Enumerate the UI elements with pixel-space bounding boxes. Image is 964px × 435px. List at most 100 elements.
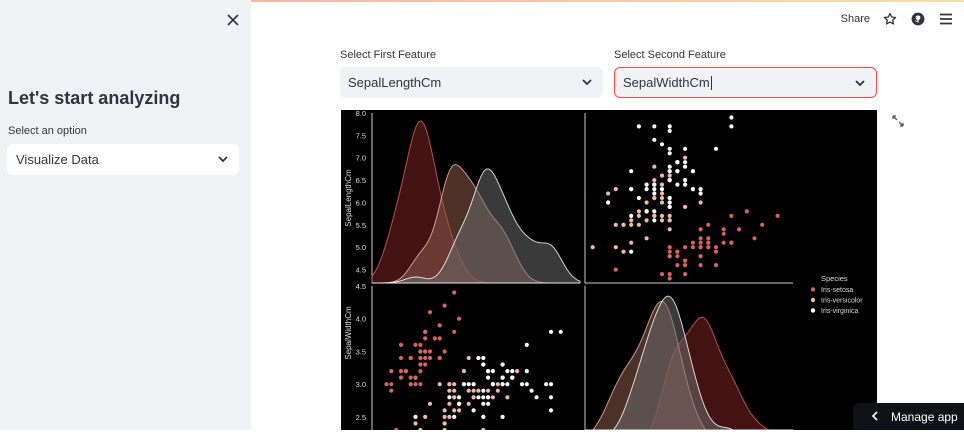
scatter-point bbox=[667, 195, 672, 201]
scatter-point bbox=[447, 401, 452, 406]
manage-app-button[interactable]: Manage app bbox=[853, 403, 964, 430]
scatter-point bbox=[418, 362, 423, 367]
scatter-point bbox=[683, 182, 688, 187]
first-feature-select[interactable]: SepalLengthCm bbox=[340, 67, 603, 98]
scatter-point bbox=[413, 375, 418, 380]
scatter-point bbox=[659, 213, 665, 218]
scatter-point bbox=[667, 227, 672, 232]
scatter-point bbox=[423, 336, 428, 341]
scatter-point bbox=[606, 200, 611, 205]
scatter-point bbox=[690, 245, 695, 250]
scatter-point bbox=[652, 182, 657, 187]
scatter-point bbox=[466, 401, 471, 406]
share-button[interactable]: Share bbox=[840, 13, 870, 25]
scatter-point bbox=[590, 245, 595, 250]
scatter-point bbox=[659, 272, 665, 277]
scatter-point bbox=[452, 395, 457, 400]
scatter-point bbox=[442, 408, 447, 413]
y-tick-label: 5.0 bbox=[356, 243, 366, 252]
scatter-point bbox=[667, 204, 672, 209]
scatter-point bbox=[729, 115, 734, 120]
scatter-point bbox=[644, 236, 649, 241]
chevron-left-icon bbox=[871, 410, 879, 424]
scatter-point bbox=[667, 173, 672, 178]
scatter-point bbox=[690, 187, 695, 192]
scatter-point bbox=[544, 382, 549, 387]
scatter-point bbox=[667, 146, 672, 151]
scatter-point bbox=[698, 254, 703, 259]
scatter-point bbox=[690, 240, 695, 245]
scatter-point bbox=[621, 222, 626, 227]
pairplot-chart: 8.0 7.5 7.0 6.5 6.0 5.5 5.0 4.5 4.5 4.0 3.5 3.0 2.5 S… bbox=[341, 109, 877, 435]
scatter-point bbox=[698, 187, 703, 192]
scatter-point bbox=[481, 414, 486, 419]
scatter-point bbox=[437, 323, 442, 328]
legend-title: Species bbox=[821, 274, 848, 283]
scatter-point bbox=[486, 388, 491, 393]
option-select[interactable]: Visualize Data bbox=[7, 144, 239, 175]
scatter-point bbox=[524, 382, 529, 387]
scatter-point bbox=[505, 369, 510, 374]
scatter-point bbox=[466, 355, 471, 361]
scatter-point bbox=[752, 236, 757, 241]
scatter-point bbox=[548, 408, 554, 413]
scatter-point bbox=[481, 388, 486, 393]
y-tick-label: 4.0 bbox=[356, 315, 366, 324]
scatter-point bbox=[652, 191, 657, 196]
scatter-point bbox=[667, 128, 672, 133]
y-tick-label: 2.5 bbox=[356, 413, 366, 422]
scatter-point bbox=[505, 395, 510, 400]
scatter-point bbox=[495, 388, 500, 393]
scatter-point bbox=[667, 276, 672, 281]
scatter-point bbox=[481, 401, 486, 406]
scatter-point bbox=[398, 342, 404, 347]
scatter-point bbox=[652, 137, 657, 142]
github-icon[interactable] bbox=[910, 11, 926, 27]
scatter-point bbox=[706, 245, 711, 250]
y-axis-label: SepalWidthCm bbox=[344, 306, 353, 360]
close-icon[interactable] bbox=[222, 9, 244, 31]
scatter-point bbox=[423, 362, 428, 367]
scatter-point bbox=[698, 236, 703, 241]
chevron-down-icon bbox=[854, 77, 866, 92]
scatter-point bbox=[476, 388, 481, 393]
scatter-point bbox=[471, 408, 476, 413]
scatter-point bbox=[636, 195, 641, 201]
scatter-point bbox=[418, 369, 423, 374]
scatter-point bbox=[486, 369, 491, 374]
scatter-point bbox=[652, 187, 657, 192]
scatter-point bbox=[667, 213, 672, 218]
second-feature-select[interactable]: SepalWidthCm bbox=[614, 67, 877, 98]
scatter-point bbox=[500, 414, 505, 419]
scatter-point bbox=[675, 249, 680, 254]
scatter-point bbox=[644, 187, 649, 192]
y-axis-label: SepalLengthCm bbox=[344, 169, 353, 227]
scatter-point bbox=[644, 209, 649, 214]
option-select-label: Select an option bbox=[8, 125, 87, 137]
fullscreen-icon[interactable] bbox=[890, 113, 906, 129]
scatter-point bbox=[659, 195, 665, 201]
menu-icon[interactable] bbox=[938, 11, 954, 27]
scatter-point bbox=[667, 254, 672, 259]
scatter-point bbox=[613, 187, 618, 192]
scatter-point bbox=[427, 401, 433, 406]
scatter-point bbox=[744, 209, 749, 214]
scatter-point bbox=[629, 249, 634, 254]
scatter-point bbox=[461, 382, 466, 387]
scatter-point bbox=[698, 227, 703, 232]
first-feature-label: Select First Feature bbox=[340, 49, 436, 61]
scatter-point bbox=[398, 375, 404, 380]
scatter-point bbox=[437, 336, 442, 341]
scatter-point bbox=[606, 191, 611, 196]
scatter-point bbox=[683, 272, 688, 277]
legend-marker bbox=[810, 297, 816, 303]
scatter-point bbox=[486, 395, 491, 400]
y-tick-label: 3.5 bbox=[356, 347, 366, 356]
scatter-point bbox=[423, 329, 428, 334]
scatter-point bbox=[667, 164, 672, 169]
scatter-point bbox=[457, 395, 462, 400]
scatter-point bbox=[389, 369, 394, 374]
star-icon[interactable] bbox=[882, 11, 898, 27]
scatter-point bbox=[698, 240, 703, 245]
scatter-point bbox=[698, 245, 703, 250]
